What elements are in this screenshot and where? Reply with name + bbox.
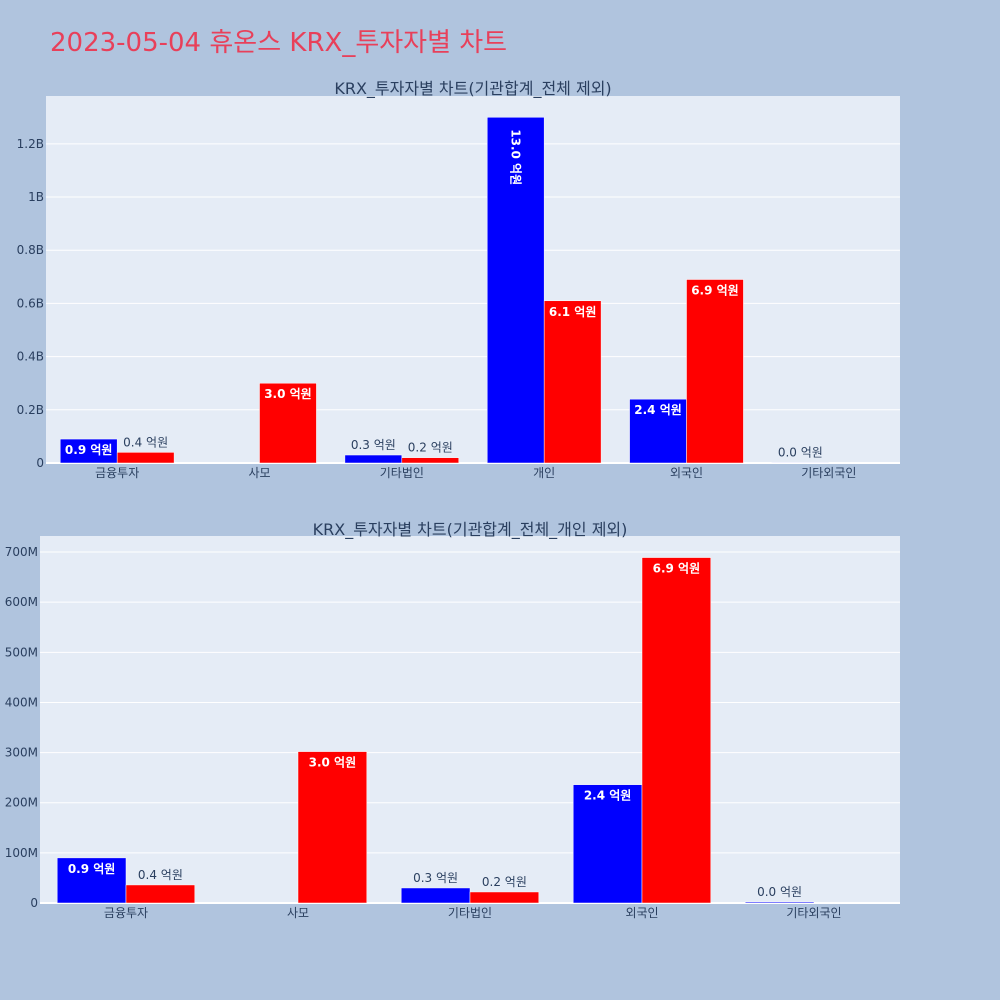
y-tick-label: 300M (5, 746, 38, 760)
bar-label: 0.4 억원 (138, 868, 183, 882)
bar (401, 457, 460, 464)
bar (59, 438, 118, 464)
y-tick-label: 0.4B (17, 350, 44, 364)
y-tick-label: 500M (5, 645, 38, 659)
bar (486, 117, 545, 464)
bar-label: 0.0 억원 (778, 445, 823, 459)
bar-label: 13.0 억원 (509, 129, 523, 185)
y-tick-label: 1B (28, 190, 44, 204)
x-tick-label: 금융투자 (104, 906, 148, 920)
bar-label: 6.9 억원 (653, 562, 701, 576)
page-title: 2023-05-04 휴온스 KRX_투자자별 차트 (50, 28, 508, 58)
chart-top: KRX_투자자별 차트(기관합계_전체 제외) 0 0.2B 0.4B 0.6B 0.8B… (17, 79, 900, 480)
x-tick-label: 외국인 (670, 466, 703, 480)
bar-label: 0.4 억원 (123, 435, 168, 449)
bar (297, 751, 368, 904)
bar-label: 2.4 억원 (584, 789, 632, 803)
y-tick-label: 0 (36, 456, 44, 470)
bar (469, 891, 540, 904)
plot-area (40, 536, 900, 903)
bar (56, 857, 127, 904)
bar (344, 454, 403, 464)
y-tick-label: 700M (5, 545, 38, 559)
bar (400, 887, 471, 904)
bar-label: 0.2 억원 (482, 875, 527, 889)
chart-bottom: KRX_투자자별 차트(기관합계_전체_개인 제외) 0 100M 200M 300M 4… (5, 520, 900, 920)
bar-label: 0.3 억원 (413, 871, 458, 885)
x-tick-label: 사모 (287, 906, 309, 920)
chart-title: KRX_투자자별 차트(기관합계_전체 제외) (334, 79, 611, 99)
x-tick-label: 기타법인 (448, 906, 492, 920)
chart-title: KRX_투자자별 차트(기관합계_전체_개인 제외) (313, 520, 628, 540)
bar (641, 557, 712, 904)
plot-area (46, 96, 900, 463)
bar-label: 6.9 억원 (691, 284, 739, 298)
bar-label: 0.2 억원 (408, 441, 453, 455)
bar-label: 0.3 억원 (351, 438, 396, 452)
x-tick-label: 개인 (533, 466, 555, 480)
y-tick-label: 0 (30, 896, 38, 910)
bar (744, 901, 815, 904)
bar-label: 0.0 억원 (757, 885, 802, 899)
bar-label: 3.0 억원 (309, 756, 357, 770)
x-tick-label: 외국인 (625, 906, 658, 920)
y-tick-label: 400M (5, 695, 38, 709)
bar-label: 0.9 억원 (68, 862, 116, 876)
x-tick-label: 기타외국인 (801, 466, 856, 480)
y-tick-label: 100M (5, 846, 38, 860)
y-tick-label: 200M (5, 796, 38, 810)
bar (259, 382, 317, 464)
bar (572, 784, 643, 904)
x-tick-label: 기타법인 (380, 466, 424, 480)
x-tick-label: 기타외국인 (786, 906, 841, 920)
bar (686, 279, 744, 464)
y-tick-label: 1.2B (17, 137, 44, 151)
bar-label: 0.9 억원 (65, 443, 113, 457)
bar (629, 398, 687, 464)
x-tick-label: 금융투자 (95, 466, 139, 480)
y-tick-label: 600M (5, 595, 38, 609)
bar-label: 6.1 억원 (549, 305, 597, 319)
bar (771, 462, 830, 464)
bar-label: 3.0 억원 (264, 387, 312, 401)
bar (125, 884, 196, 904)
bar (543, 300, 602, 464)
bar (116, 452, 175, 464)
y-tick-label: 0.6B (17, 296, 44, 310)
y-tick-label: 0.2B (17, 403, 44, 417)
y-tick-label: 0.8B (17, 243, 44, 257)
x-tick-label: 사모 (248, 466, 270, 480)
bar-label: 2.4 억원 (634, 403, 682, 417)
